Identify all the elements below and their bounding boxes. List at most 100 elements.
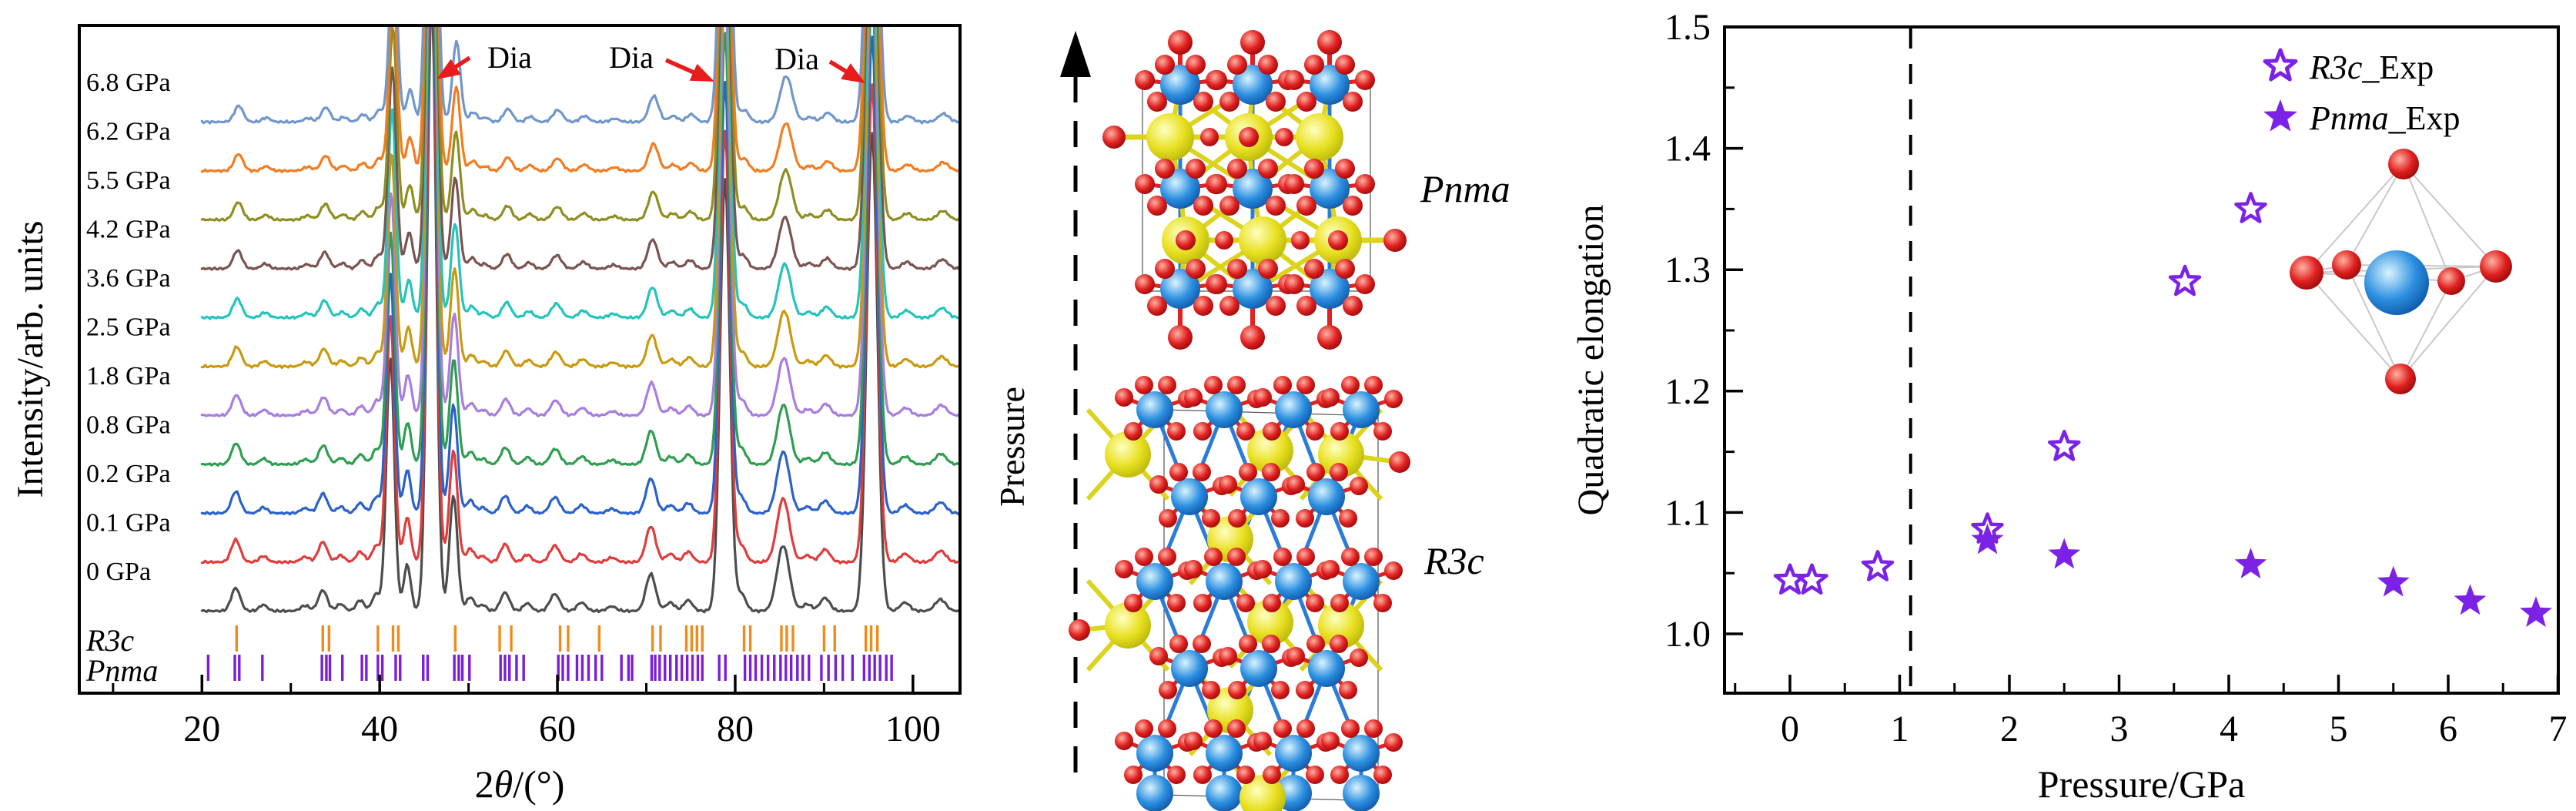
reference-row-R3c <box>235 625 879 652</box>
red-atom <box>1147 296 1167 316</box>
x-tick-label: 40 <box>361 709 398 749</box>
structure-panel: Pressure Pnma R3c <box>992 30 1510 811</box>
structure-label-r3c: R3c <box>1423 539 1484 582</box>
blue-atom <box>1240 478 1277 515</box>
blue-atom <box>1136 775 1173 811</box>
oxygen-atom <box>2385 364 2416 394</box>
legend-label-r3c: R3c_Exp <box>2309 49 2434 86</box>
dia-arrow-head <box>841 63 865 83</box>
red-atom <box>1266 92 1286 112</box>
red-atom <box>1296 681 1314 699</box>
phase-row-label: Pnma <box>85 653 158 688</box>
yellow-atom <box>1296 113 1343 161</box>
elongation-panel: R3c_Exp Pnma_Exp 0 1 2 3 4 5 6 7 1.0 1.1 1.2 1.3 1.4 1.… <box>1571 7 2568 806</box>
red-atom <box>1115 388 1133 407</box>
octahedron-edge <box>2400 280 2452 380</box>
blue-atom <box>1136 735 1173 772</box>
pnma-exp-point <box>2048 538 2081 569</box>
x-tick-label: 2 <box>2000 709 2019 749</box>
red-atom <box>1186 55 1206 75</box>
red-atom <box>1167 422 1186 441</box>
red-atom <box>1207 70 1227 90</box>
red-atom <box>1339 509 1357 528</box>
red-atom <box>1239 463 1257 481</box>
red-atom <box>1193 92 1213 112</box>
red-atom <box>1364 376 1383 394</box>
red-atom <box>1364 548 1383 566</box>
xrd-plot-border <box>78 24 962 695</box>
red-atom <box>1240 325 1265 350</box>
red-atom <box>1124 766 1142 784</box>
r3c-structure <box>1069 376 1410 811</box>
red-atom <box>1115 732 1133 750</box>
blue-atom <box>1343 563 1380 600</box>
y-tick-label: 1.5 <box>1664 7 1711 48</box>
dia-arrow-shaft <box>664 58 696 75</box>
red-atom <box>1330 463 1348 481</box>
dia-annotation: Dia <box>609 40 654 75</box>
red-atom <box>1207 274 1227 294</box>
scatter-plot-border <box>1723 25 2560 695</box>
blue-atom <box>1310 65 1350 105</box>
red-atom <box>1124 594 1142 612</box>
xrd-curve-6.8GPa <box>200 26 959 125</box>
red-atom <box>1350 477 1368 495</box>
xrd-curves <box>200 26 959 614</box>
blue-atom <box>1171 650 1208 687</box>
red-atom <box>1184 560 1203 578</box>
red-atom <box>1135 274 1155 294</box>
red-atom <box>1149 647 1168 665</box>
red-atom <box>1262 463 1280 481</box>
red-atom <box>1102 126 1126 149</box>
red-atom <box>1186 259 1206 279</box>
yellow-atom <box>1146 113 1194 161</box>
red-atom <box>1069 619 1090 641</box>
blue-atom <box>1275 735 1312 772</box>
red-atom <box>1158 719 1176 738</box>
yellow-atom <box>1239 216 1286 264</box>
red-atom <box>1384 561 1403 580</box>
red-atom <box>1200 128 1219 146</box>
xrd-panel: 0 GPa 0.1 GPa 0.2 GPa 0.8 GPa 1.8 GPa 2.5 GPa… <box>10 24 962 806</box>
pressure-label: 0.8 GPa <box>86 411 171 440</box>
red-atom <box>1253 388 1272 407</box>
red-atom <box>1306 463 1325 481</box>
blue-atom <box>1308 650 1345 687</box>
red-atom <box>1384 733 1403 752</box>
pnma-exp-point <box>2520 596 2552 627</box>
red-atom <box>1330 766 1349 784</box>
red-atom <box>1343 92 1363 112</box>
red-atom <box>1258 259 1278 279</box>
red-atom <box>1236 422 1255 441</box>
red-atom <box>1193 635 1211 653</box>
red-atom <box>1147 196 1167 216</box>
blue-atom <box>1206 391 1243 428</box>
octahedron-edge <box>2346 264 2401 380</box>
red-atom <box>1159 681 1177 699</box>
r3c-exp-point <box>2047 430 2081 461</box>
xrd-curve-5.5GPa <box>200 26 959 223</box>
x-tick-label: 6 <box>2439 709 2457 749</box>
x-tick-label: 5 <box>2330 709 2348 749</box>
oxygen-atom <box>2332 250 2361 280</box>
red-atom <box>1167 766 1186 784</box>
blue-atom <box>1171 478 1208 515</box>
red-atom <box>1350 648 1368 667</box>
red-atom <box>1296 719 1315 738</box>
red-atom <box>1219 196 1239 216</box>
red-atom <box>1193 422 1212 441</box>
red-atom <box>1321 732 1340 750</box>
dia-arrow-shaft <box>828 59 848 74</box>
red-atom <box>1271 681 1290 699</box>
red-atom <box>1271 509 1290 528</box>
blue-atom <box>1160 269 1200 309</box>
pressure-label: 0.2 GPa <box>86 460 171 488</box>
blue-atom <box>1233 269 1273 309</box>
x-tick-label: 20 <box>183 709 220 749</box>
blue-atom <box>1160 65 1200 105</box>
red-atom <box>1115 560 1133 578</box>
blue-atom <box>1240 650 1277 687</box>
dia-annotation: Dia <box>774 42 819 76</box>
blue-atom <box>1136 391 1173 428</box>
yellow-atom <box>1105 602 1151 648</box>
